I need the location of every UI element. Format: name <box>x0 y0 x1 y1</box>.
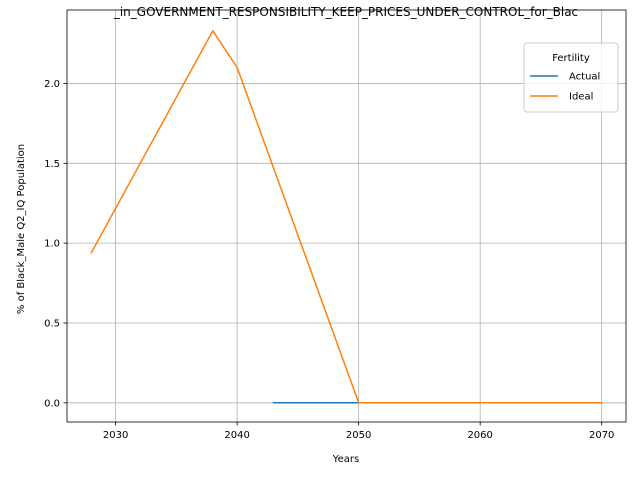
x-axis-label: Years <box>332 454 359 465</box>
legend-items: Actual Ideal <box>530 72 600 103</box>
y-axis-ticks: 0.0 0.5 1.0 1.5 2.0 <box>44 79 67 409</box>
y-tick-label: 0.0 <box>44 398 60 409</box>
legend-title: Fertility <box>552 53 590 64</box>
legend-box <box>523 42 619 113</box>
y-tick-label: 1.0 <box>44 239 60 250</box>
x-tick-label: 2050 <box>346 430 371 441</box>
plot-frame <box>66 9 627 423</box>
x-tick-label: 2040 <box>224 430 249 441</box>
legend: Fertility Actual Ideal <box>523 42 619 113</box>
chart-title: _in_GOVERNMENT_RESPONSIBILITY_KEEP_PRICE… <box>113 5 578 19</box>
y-tick-label: 2.0 <box>44 79 60 90</box>
plot-area <box>90 30 603 404</box>
x-tick-label: 2030 <box>103 430 128 441</box>
x-tick-label: 2060 <box>467 430 492 441</box>
y-tick-label: 0.5 <box>44 318 60 329</box>
series-line-ideal <box>90 30 603 404</box>
legend-label-actual: Actual <box>569 72 600 83</box>
legend-label-ideal: Ideal <box>569 92 593 103</box>
y-axis-label: % of Black_Male Q2_IQ Population <box>16 144 27 314</box>
x-tick-label: 2070 <box>589 430 614 441</box>
y-tick-label: 1.5 <box>44 159 60 170</box>
x-axis-ticks: 2030 2040 2050 2060 2070 <box>103 422 614 441</box>
